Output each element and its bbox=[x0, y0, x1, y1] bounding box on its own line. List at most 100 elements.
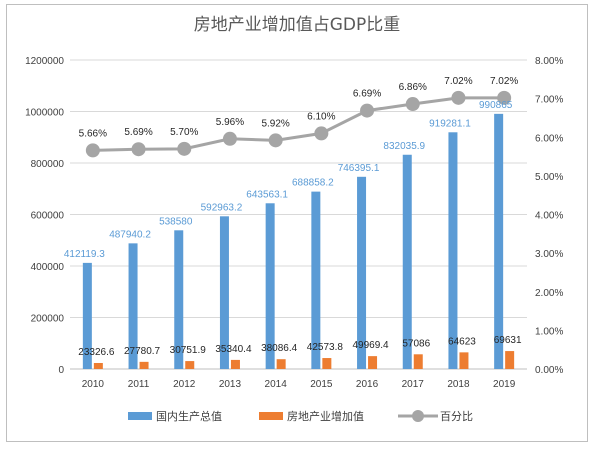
x-tick-label: 2016 bbox=[356, 379, 379, 390]
bar-gdp-label: 990865 bbox=[479, 100, 513, 111]
bar-gdp bbox=[357, 176, 367, 369]
bar-real-estate bbox=[276, 359, 286, 369]
line-point-label: 7.02% bbox=[490, 76, 518, 87]
bar-real-estate bbox=[459, 352, 469, 369]
line-percent bbox=[92, 96, 505, 152]
bar-series bbox=[82, 113, 515, 369]
line-point-label: 5.70% bbox=[170, 127, 198, 138]
bar-real-estate bbox=[139, 361, 149, 369]
line-point-label: 6.86% bbox=[399, 82, 427, 93]
legend-swatch-percent-marker bbox=[412, 410, 424, 422]
bar-real-estate-label: 64623 bbox=[448, 336, 476, 347]
bar-gdp bbox=[265, 203, 275, 369]
left-tick-label: 1200000 bbox=[25, 56, 64, 67]
bar-gdp-label: 643563.1 bbox=[246, 189, 288, 200]
bar-real-estate bbox=[185, 361, 195, 369]
legend-label-real-estate: 房地产业增加值 bbox=[287, 409, 364, 423]
right-tick-label: 2.00% bbox=[535, 288, 563, 299]
bar-gdp-label: 919281.1 bbox=[429, 118, 471, 129]
bar-real-estate bbox=[230, 359, 240, 369]
x-tick-label: 2014 bbox=[265, 379, 288, 390]
bar-real-estate bbox=[93, 362, 103, 369]
x-tick-label: 2010 bbox=[82, 379, 105, 390]
x-tick-label: 2015 bbox=[310, 379, 333, 390]
line-point-label: 6.69% bbox=[353, 89, 381, 100]
bar-gdp-label: 487940.2 bbox=[109, 229, 151, 240]
right-tick-label: 4.00% bbox=[535, 211, 563, 222]
bar-gdp bbox=[494, 113, 504, 369]
line-point bbox=[131, 142, 146, 157]
bar-gdp-label: 746395.1 bbox=[338, 163, 380, 174]
legend-label-percent: 百分比 bbox=[440, 410, 473, 423]
line-point-label: 5.92% bbox=[261, 118, 289, 129]
line-point bbox=[314, 126, 329, 141]
line-point bbox=[85, 143, 100, 158]
right-tick-label: 7.00% bbox=[535, 95, 563, 106]
bar-gdp bbox=[174, 230, 184, 369]
bar-gdp-label: 412119.3 bbox=[64, 249, 105, 260]
bar-real-estate-label: 30751.9 bbox=[170, 345, 207, 356]
left-tick-label: 0 bbox=[58, 365, 64, 376]
bar-real-estate-label: 35340.4 bbox=[215, 344, 252, 355]
legend-swatch-real-estate bbox=[259, 412, 283, 420]
bar-gdp bbox=[219, 216, 229, 369]
line-point-label: 5.96% bbox=[216, 117, 244, 128]
bar-real-estate bbox=[413, 354, 423, 369]
left-tick-label: 1000000 bbox=[25, 108, 64, 119]
chart-title: 房地产业增加值占GDP比重 bbox=[194, 15, 401, 35]
line-point-label: 5.66% bbox=[79, 128, 107, 139]
x-tick-label: 2018 bbox=[447, 379, 470, 390]
x-tick-label: 2012 bbox=[173, 379, 196, 390]
line-point-label: 5.69% bbox=[124, 127, 152, 138]
bar-real-estate-label: 49969.4 bbox=[352, 340, 389, 351]
bar-gdp bbox=[82, 262, 92, 369]
bar-real-estate-label: 57086 bbox=[402, 338, 430, 349]
bar-gdp-label: 832035.9 bbox=[383, 141, 425, 152]
bar-gdp-label: 538580 bbox=[159, 216, 193, 227]
bar-real-estate-label: 38086.4 bbox=[261, 343, 298, 354]
left-y-axis: 0 200000 400000 600000 800000 1000000 1200000 bbox=[25, 56, 64, 376]
right-tick-label: 0.00% bbox=[535, 365, 563, 376]
bar-real-estate-label: 23326.6 bbox=[78, 347, 115, 358]
right-tick-label: 3.00% bbox=[535, 249, 563, 260]
x-tick-label: 2017 bbox=[402, 379, 425, 390]
line-point bbox=[405, 97, 420, 112]
left-tick-label: 200000 bbox=[31, 314, 65, 325]
bar-real-estate bbox=[505, 351, 515, 369]
line-point-label: 6.10% bbox=[307, 111, 335, 122]
x-tick-label: 2019 bbox=[493, 379, 516, 390]
data-labels: 412119.3 23326.6 487940.2 27780.7 538580 3075… bbox=[64, 76, 522, 358]
line-point bbox=[360, 103, 375, 118]
left-tick-label: 600000 bbox=[31, 211, 65, 222]
x-tick-label: 2013 bbox=[219, 379, 242, 390]
bar-real-estate bbox=[368, 356, 378, 369]
bar-gdp bbox=[402, 154, 412, 369]
right-tick-label: 5.00% bbox=[535, 172, 563, 183]
left-tick-label: 400000 bbox=[31, 262, 65, 273]
right-tick-label: 1.00% bbox=[535, 326, 563, 337]
left-tick-label: 800000 bbox=[31, 159, 65, 170]
bar-real-estate-label: 42573.8 bbox=[307, 342, 344, 353]
bar-gdp-label: 688858.2 bbox=[292, 178, 334, 189]
right-y-axis: 0.00% 1.00% 2.00% 3.00% 4.00% 5.00% 6.00% 7.00%… bbox=[535, 56, 563, 376]
gridlines bbox=[70, 59, 527, 370]
legend-label-gdp: 国内生产总值 bbox=[156, 409, 222, 423]
line-point bbox=[222, 131, 237, 146]
legend-swatch-gdp bbox=[128, 412, 152, 420]
legend: 国内生产总值 房地产业增加值 百分比 bbox=[128, 409, 473, 423]
line-point-label: 7.02% bbox=[444, 76, 472, 87]
bar-gdp bbox=[448, 132, 458, 369]
right-tick-label: 8.00% bbox=[535, 56, 563, 67]
bar-real-estate bbox=[322, 358, 332, 369]
bar-gdp-label: 592963.2 bbox=[201, 202, 243, 213]
line-series bbox=[85, 90, 512, 158]
bar-real-estate-label: 69631 bbox=[494, 335, 522, 346]
bar-real-estate-label: 27780.7 bbox=[124, 346, 161, 357]
bar-gdp bbox=[311, 191, 321, 369]
line-point bbox=[177, 141, 192, 156]
bar-gdp bbox=[128, 243, 138, 369]
line-point bbox=[497, 90, 512, 105]
x-tick-label: 2011 bbox=[128, 379, 150, 390]
line-point bbox=[451, 90, 466, 105]
